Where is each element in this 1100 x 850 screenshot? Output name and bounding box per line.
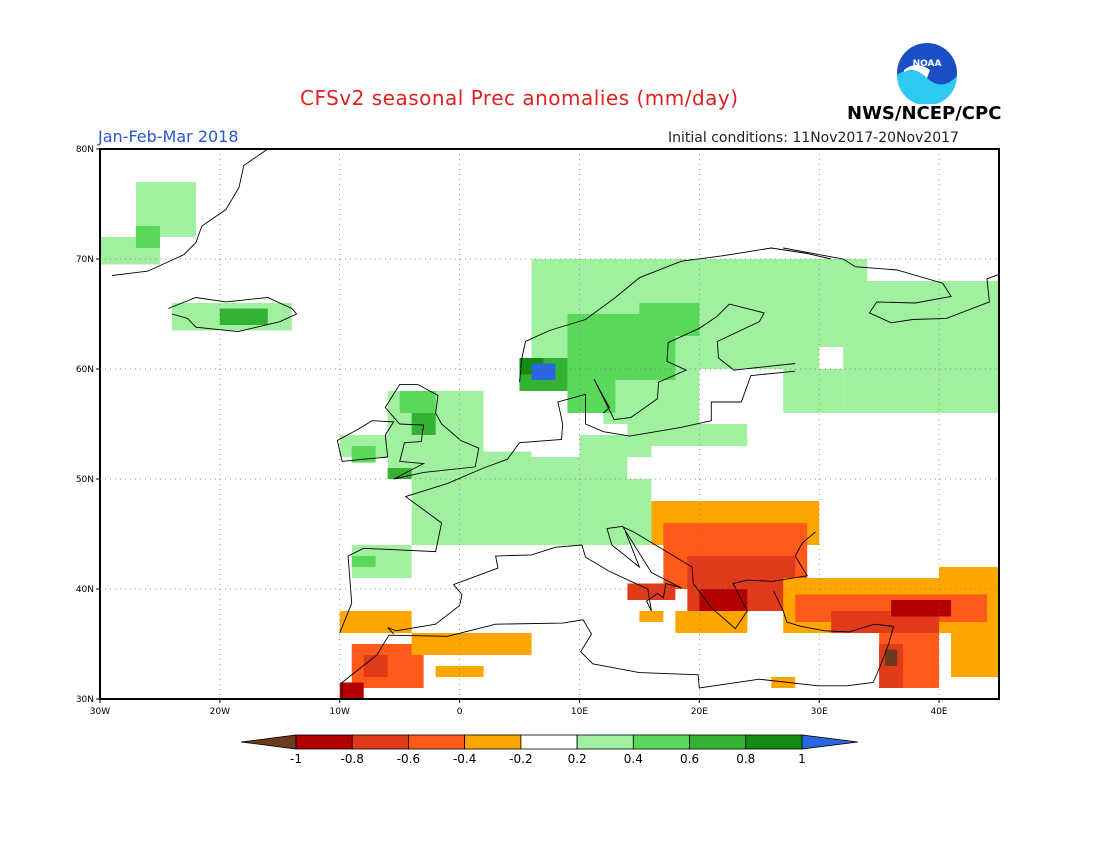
colorbar-arrow-low [240, 734, 297, 750]
colorbar-label: -0.4 [453, 752, 476, 766]
anomaly-cell [363, 655, 388, 677]
anomaly-cell [339, 611, 412, 633]
anomaly-cell [783, 369, 844, 413]
anomaly-cell [411, 479, 652, 545]
colorbar-label: -0.8 [341, 752, 364, 766]
anomaly-cell [351, 556, 376, 567]
colorbar-label: 0.8 [736, 752, 755, 766]
colorbar-bin [745, 734, 803, 750]
anomaly-cell [579, 523, 628, 534]
lat-tick-label: 60N [76, 365, 94, 375]
coastline [387, 525, 816, 635]
colorbar-bin [408, 734, 466, 750]
colorbar-label: -0.2 [509, 752, 532, 766]
lat-tick-label: 70N [76, 255, 94, 265]
colorbar-bin [351, 734, 409, 750]
lon-tick-label: 20W [210, 707, 230, 717]
coastline [783, 247, 1000, 324]
colorbar-bin [576, 734, 634, 750]
lon-tick-label: 40E [930, 707, 947, 717]
anomaly-cell [411, 413, 436, 435]
anomaly-cell [885, 649, 898, 666]
lon-tick-label: 10E [571, 707, 588, 717]
coastline [341, 591, 895, 699]
grid-lines [100, 149, 999, 699]
lat-tick-label: 30N [76, 695, 94, 705]
colorbar-bin [295, 734, 353, 750]
initial-conditions-label: Initial conditions: 11Nov2017-20Nov2017 [668, 130, 959, 146]
logo-text: NOAA [913, 59, 942, 69]
anomaly-cell [219, 308, 268, 325]
anomaly-cell [435, 666, 484, 677]
coastline [168, 297, 298, 333]
anomaly-cell [567, 380, 616, 413]
colorbar-label: 0.4 [624, 752, 643, 766]
lon-tick-label: 30W [90, 707, 110, 717]
lon-tick-label: 20E [691, 707, 708, 717]
anomaly-cell [891, 600, 952, 617]
anomaly-cell [399, 391, 436, 413]
coastline [336, 420, 395, 462]
anomaly-cell [339, 682, 364, 699]
anomaly-cell [639, 303, 700, 336]
colorbar-bin [632, 734, 690, 750]
colorbar-label: 0.6 [680, 752, 699, 766]
colorbar-label: -1 [290, 752, 302, 766]
colorbar-arrow-high [801, 734, 859, 750]
anomaly-cell [843, 281, 999, 413]
lon-tick-label: 30E [811, 707, 828, 717]
coastline-layer [111, 148, 1000, 699]
anomaly-cell [531, 363, 556, 380]
anomaly-cell [939, 567, 999, 589]
anomaly-cell [627, 424, 748, 446]
colorbar-label: 0.2 [568, 752, 587, 766]
colorbar-bin [520, 734, 578, 750]
colorbar-label: 1 [798, 752, 806, 766]
coastline [593, 303, 796, 421]
map-frame [99, 148, 1000, 700]
chart-title: CFSv2 seasonal Prec anomalies (mm/day) [300, 86, 739, 110]
anomaly-cell [531, 457, 628, 479]
colorbar-legend: -1 -0.8 -0.6 -0.4 -0.2 0.2 0.4 0.6 0.8 1 [240, 734, 859, 766]
coastline [111, 148, 269, 276]
colorbar-label: -0.6 [397, 752, 420, 766]
lon-tick-label: 0 [457, 707, 463, 717]
lat-tick-label: 80N [76, 145, 94, 155]
anomaly-cell [411, 633, 532, 655]
anomaly-cell [771, 677, 796, 688]
axis-ticks: 30N 40N 50N 60N 70N 80N 30W 20W 10W 0 10E 20E 30E 40E [76, 145, 948, 717]
colorbar-bin [464, 734, 522, 750]
anomaly-cell [675, 611, 748, 633]
anomaly-cell [639, 611, 664, 622]
anomaly-cell [135, 226, 160, 248]
anomaly-cell [387, 468, 412, 479]
coastline [384, 383, 480, 480]
colorbar-bin [689, 734, 747, 750]
season-label: Jan-Feb-Mar 2018 [98, 127, 239, 146]
agency-label: NWS/NCEP/CPC [847, 103, 1002, 124]
coastline [339, 370, 796, 634]
lon-tick-label: 10W [330, 707, 350, 717]
lat-tick-label: 40N [76, 585, 94, 595]
lat-tick-label: 50N [76, 475, 94, 485]
coastline [519, 247, 832, 383]
anomaly-cell [951, 633, 999, 677]
noaa-logo: NOAA [896, 43, 957, 104]
